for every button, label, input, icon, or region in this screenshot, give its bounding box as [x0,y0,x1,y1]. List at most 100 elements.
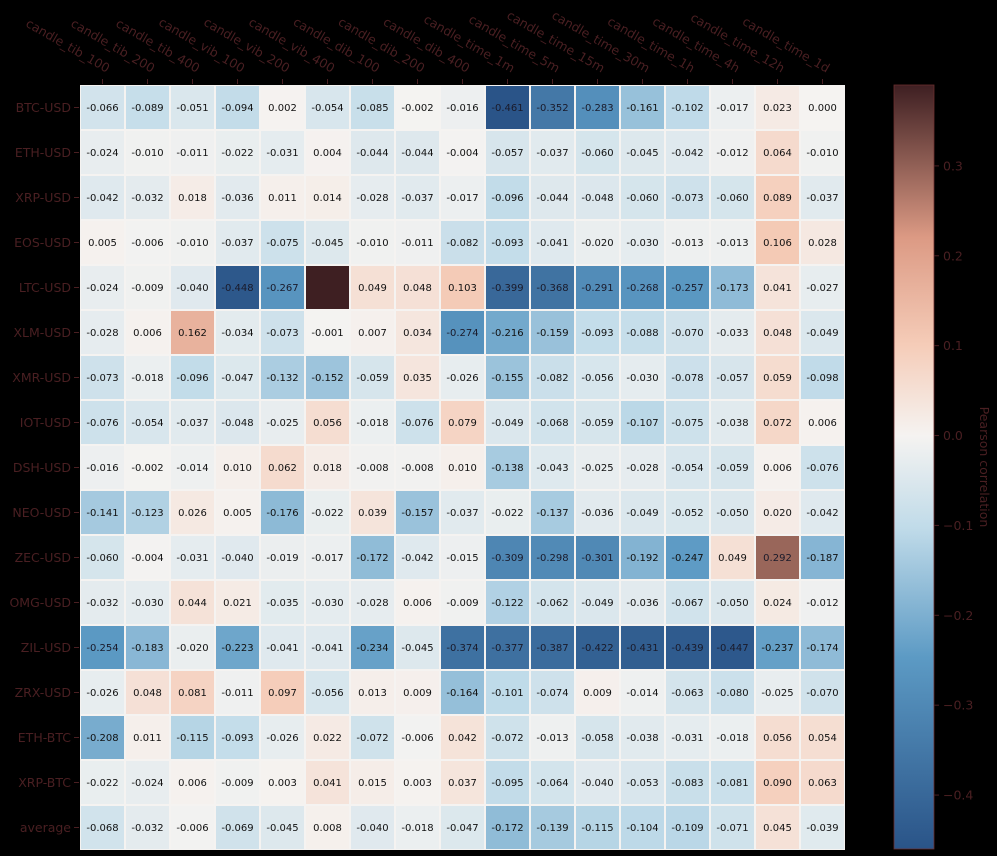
cell-value-label: -0.074 [536,688,568,699]
heatmap-cell [666,761,709,804]
cell-value-label: -0.068 [86,823,118,834]
heatmap-cell [621,266,664,309]
cell-value-label: 0.079 [448,418,477,429]
heatmap-cell [171,86,214,129]
cell-value-label: 0.004 [313,148,342,159]
colorbar-tick-label: 0.1 [943,338,963,353]
heatmap-cell [216,176,259,219]
heatmap-cell [171,491,214,534]
cell-value-label: -0.060 [86,553,118,564]
heatmap-cell [711,581,754,624]
heatmap-cell [666,266,709,309]
heatmap-cell [441,536,484,579]
row-label: ETH-USD [15,145,71,160]
heatmap-cell [396,716,439,759]
cell-value-label: -0.060 [626,193,658,204]
heatmap-cell [351,401,394,444]
cell-value-label: -0.059 [581,418,613,429]
cell-value-label: 0.023 [763,103,792,114]
heatmap-cell [441,581,484,624]
heatmap-cell [216,311,259,354]
heatmap-cell [306,716,349,759]
heatmap-cell [306,536,349,579]
cell-value-label: 0.049 [718,553,747,564]
heatmap-cell [486,356,529,399]
cell-value-label: -0.024 [86,148,118,159]
cell-value-label: 0.039 [358,508,387,519]
heatmap-cell [441,446,484,489]
heatmap-cell [801,176,844,219]
cell-value-label: -0.049 [581,598,613,609]
heatmap-cell [621,716,664,759]
cell-value-label: -0.022 [491,508,523,519]
cell-value-label: 0.000 [808,103,837,114]
heatmap-cell [306,176,349,219]
heatmap-cell [576,626,619,669]
cell-value-label: -0.022 [221,148,253,159]
cell-value-label: -0.223 [221,643,253,654]
heatmap-cell [441,311,484,354]
heatmap-cell [756,716,799,759]
heatmap-cell [126,131,169,174]
heatmap-cell [531,401,574,444]
cell-value-label: -0.374 [446,643,478,654]
cell-value-label: -0.137 [536,508,568,519]
heatmap-cell [531,581,574,624]
heatmap-cell [531,356,574,399]
row-label: LTC-USD [19,280,71,295]
cell-value-label: -0.291 [581,283,613,294]
heatmap-cell [711,761,754,804]
cell-value-label: 0.013 [358,688,387,699]
colorbar-tick-label: 0.2 [943,248,963,263]
cell-value-label: -0.012 [806,598,838,609]
cell-value-label: 0.007 [358,328,387,339]
heatmap-cell [351,716,394,759]
heatmap-cell [801,86,844,129]
heatmap-cell [801,221,844,264]
cell-value-label: -0.009 [446,598,478,609]
heatmap-cell [711,266,754,309]
cell-value-label: -0.028 [626,463,658,474]
heatmap-cell [81,536,124,579]
heatmap-cell [621,131,664,174]
cell-value-label: 0.005 [88,238,117,249]
heatmap-cell [261,716,304,759]
cell-value-label: 0.026 [178,508,207,519]
cell-value-label: 0.162 [178,328,207,339]
heatmap-cell [531,491,574,534]
cell-value-label: -0.031 [176,553,208,564]
cell-value-label: -0.039 [806,823,838,834]
heatmap-cell [126,266,169,309]
cell-value-label: 0.011 [268,193,297,204]
heatmap-cell [711,131,754,174]
colorbar: 0.3 0.2 0.1 0.0 −0.1 −0.2 −0.3 −0.4 [893,84,973,850]
heatmap-cell [666,716,709,759]
heatmap-cell [711,221,754,264]
heatmap-cell [621,86,664,129]
cell-value-label: 0.028 [808,238,837,249]
heatmap-cell [306,131,349,174]
heatmap-cell [756,266,799,309]
heatmap-cell [621,491,664,534]
cell-value-label: -0.054 [671,463,703,474]
cell-value-label: -0.439 [671,643,703,654]
heatmap-cell [486,581,529,624]
heatmap-cell [216,626,259,669]
cell-value-label: -0.115 [176,733,208,744]
cell-value-label: -0.011 [401,238,433,249]
cell-value-label: -0.072 [356,733,388,744]
cell-value-label: -0.038 [626,733,658,744]
cell-value-label: -0.025 [266,418,298,429]
row-label: EOS-USD [14,235,71,250]
row-label: average [20,820,71,835]
row-label: XRP-BTC [18,775,71,790]
heatmap-cell [486,86,529,129]
heatmap-cell [396,761,439,804]
cell-value-label: 0.090 [763,778,792,789]
heatmap-cell [306,401,349,444]
heatmap-cell [261,626,304,669]
cell-value-label: -0.067 [671,598,703,609]
heatmap-cell [531,671,574,714]
cell-value-label: -0.174 [806,643,838,654]
cell-value-label: -0.017 [716,103,748,114]
